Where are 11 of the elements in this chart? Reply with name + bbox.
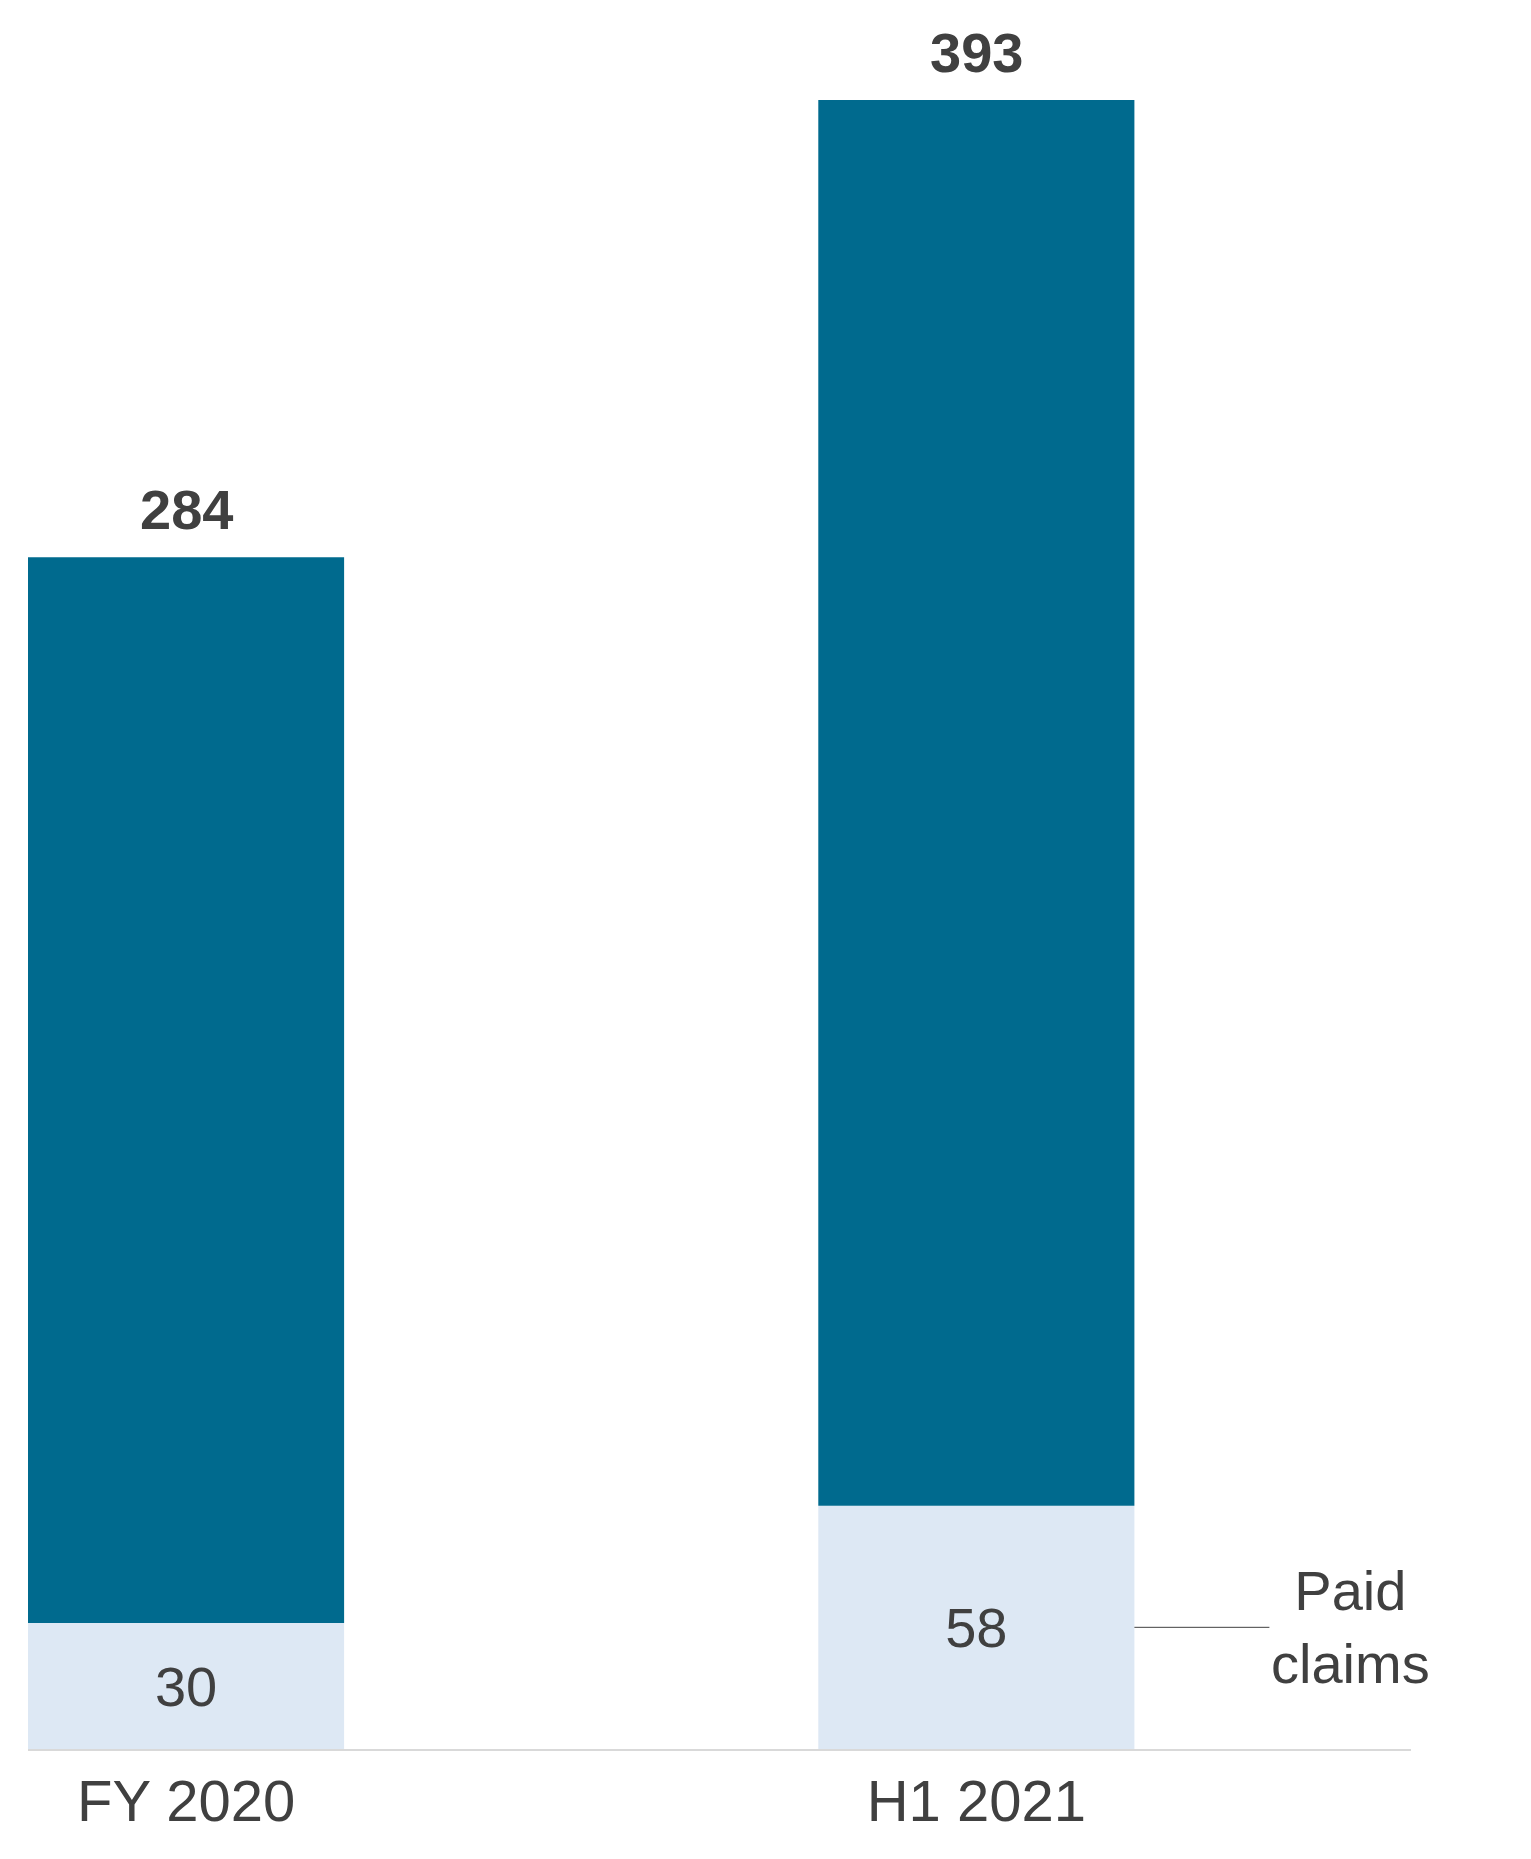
total-label: 284 [140, 478, 234, 541]
x-tick-label: H1 2021 [866, 1767, 1086, 1833]
text: Paid claims [1271, 1559, 1430, 1695]
bar [28, 557, 345, 1624]
bar [818, 1505, 1135, 1749]
bar [818, 100, 1135, 1506]
total-label: 393 [930, 21, 1024, 84]
data-label: 58 [945, 1595, 1008, 1659]
x-tick-label: FY 2020 [76, 1767, 296, 1833]
data-label: 30 [154, 1654, 218, 1718]
bar [28, 1623, 345, 1749]
